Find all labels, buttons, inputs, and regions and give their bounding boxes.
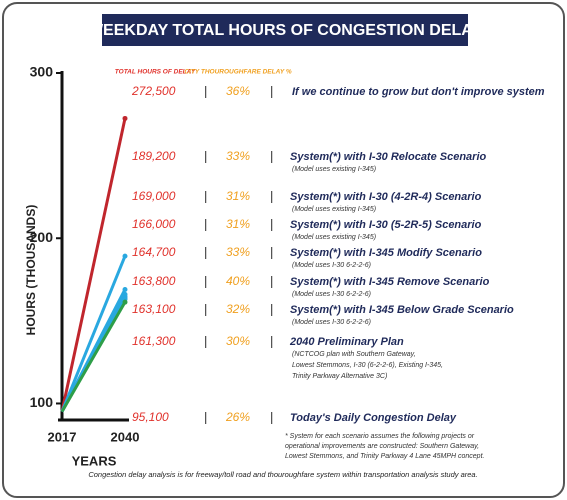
scenario-note: (NCTCOG plan with Southern Gateway,: [292, 351, 416, 358]
scenario-name: If we continue to grow but don't improve…: [292, 86, 545, 98]
scenario-name: 2040 Preliminary Plan: [289, 336, 404, 348]
hours-label: 161,300: [132, 334, 176, 348]
hours-label: 163,100: [132, 302, 176, 316]
separator: |: [204, 333, 207, 348]
separator: |: [270, 83, 273, 98]
scenario-name: System(*) with I-30 (4-2R-4) Scenario: [290, 191, 482, 203]
chart-title: WEEKDAY TOTAL HOURS OF CONGESTION DELAY: [88, 22, 482, 39]
separator: |: [270, 216, 273, 231]
series-line: [60, 301, 127, 413]
pct-label: 36%: [226, 84, 250, 98]
hours-label: 169,000: [132, 189, 176, 203]
scenario-name: System(*) with I-30 Relocate Scenario: [290, 151, 487, 163]
scenario-note: Lowest Stemmons, I-30 (6-2-2-6), Existin…: [292, 362, 443, 369]
separator: |: [270, 244, 273, 259]
separator: |: [270, 409, 273, 424]
end-point: [122, 286, 128, 292]
y-tick-label: 200: [30, 229, 54, 245]
scenario-note: (Model uses I-30 6-2-2-6): [292, 319, 371, 326]
y-tick-label: 300: [30, 64, 54, 80]
separator: |: [204, 273, 207, 288]
y-tick-label: 100: [30, 394, 54, 410]
scenario-name: Today's Daily Congestion Delay: [290, 412, 457, 424]
separator: |: [204, 244, 207, 259]
separator: |: [270, 148, 273, 163]
column-header: TOTAL HOURS OF DELAY: [115, 69, 196, 76]
x-axis-label: YEARS: [72, 453, 117, 468]
pct-label: 31%: [226, 189, 250, 203]
end-point: [122, 299, 128, 305]
pct-label: 26%: [225, 410, 250, 424]
footnote: operational improvements are constructed…: [285, 443, 479, 450]
separator: |: [204, 216, 207, 231]
column-header: CITY THOUROUGHFARE DELAY %: [184, 69, 291, 76]
separator: |: [204, 148, 207, 163]
series-line: [60, 118, 127, 412]
scenario-note: (Model uses I-30 6-2-2-6): [292, 291, 371, 298]
hours-label: 163,800: [132, 274, 176, 288]
hours-label: 164,700: [132, 245, 176, 259]
scenario-name: System(*) with I-30 (5-2R-5) Scenario: [290, 219, 482, 231]
end-point: [122, 253, 128, 259]
scenario-note: (Model uses existing I-345): [292, 166, 376, 173]
title-banner: [102, 14, 468, 46]
pct-label: 32%: [226, 302, 250, 316]
pct-label: 40%: [226, 274, 250, 288]
separator: |: [204, 83, 207, 98]
hours-label: 166,000: [132, 217, 176, 231]
x-tick-label: 2040: [111, 429, 140, 444]
end-point: [122, 115, 128, 121]
bottom-note: Congestion delay analysis is for freeway…: [88, 470, 477, 479]
scenario-name: System(*) with I-345 Below Grade Scenari…: [290, 304, 514, 316]
separator: |: [270, 188, 273, 203]
scenario-note: (Model uses existing I-345): [292, 206, 376, 213]
scenario-note: (Model uses I-30 6-2-2-6): [292, 262, 371, 269]
separator: |: [204, 409, 207, 424]
separator: |: [270, 333, 273, 348]
separator: |: [270, 301, 273, 316]
pct-label: 30%: [226, 334, 250, 348]
scenario-note: Trinity Parkway Alternative 3C): [292, 373, 387, 380]
hours-label: 95,100: [132, 410, 169, 424]
separator: |: [204, 188, 207, 203]
y-axis-label: HOURS (THOUSANDS): [24, 205, 38, 336]
separator: |: [204, 301, 207, 316]
scenario-note: (Model uses existing I-345): [292, 234, 376, 241]
series-line: [60, 255, 127, 413]
footnote: * System for each scenario assumes the f…: [285, 433, 475, 440]
pct-label: 33%: [226, 149, 250, 163]
pct-label: 33%: [226, 245, 250, 259]
hours-label: 272,500: [131, 84, 176, 98]
scenario-name: System(*) with I-345 Modify Scenario: [290, 247, 482, 259]
scenario-name: System(*) with I-345 Remove Scenario: [290, 276, 490, 288]
x-tick-label: 2017: [48, 429, 77, 444]
footnote: Lowest Stemmons, and Trinity Parkway 4 L…: [285, 453, 485, 460]
hours-label: 189,200: [132, 149, 176, 163]
separator: |: [270, 273, 273, 288]
pct-label: 31%: [226, 217, 250, 231]
